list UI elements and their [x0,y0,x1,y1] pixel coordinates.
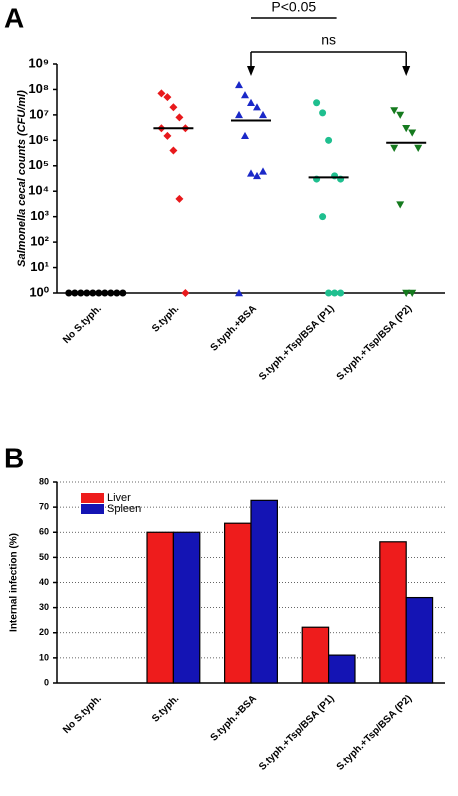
dot [169,146,178,155]
arrow-head [402,66,411,76]
dot [259,167,267,175]
x-tick-label: S.typh.+Tsp/BSA (P2) [335,303,414,382]
dot [71,289,79,297]
x-tick-label: S.typh.+Tsp/BSA (P1) [257,693,336,772]
x-tick-label: S.typh.+Tsp/BSA (P1) [257,303,336,382]
annotation: P<0.05 [271,0,316,15]
y-tick-label: 0 [44,677,49,687]
dot [247,98,255,106]
dot [319,109,327,117]
bar [146,531,175,684]
dot [414,144,423,152]
y-tick-label: 80 [39,476,49,486]
dot [163,131,172,140]
y-tick-label: 10³ [30,208,49,223]
x-tick-label: S.typh. [150,303,182,335]
dot [396,111,405,119]
panel-label: B [4,442,24,473]
legend-swatch [81,504,104,514]
y-axis-title: Internal infection (%) [9,533,20,632]
dot [113,289,121,297]
y-tick-label: 10 [39,652,49,662]
legend-label: Spleen [107,503,141,515]
y-tick-label: 10⁵ [28,157,49,172]
bar [172,531,201,684]
dot [157,89,166,98]
dot [175,194,184,203]
dot [390,144,399,152]
x-tick-label: S.typh.+Tsp/BSA (P2) [335,693,414,772]
dot [241,131,249,140]
y-tick-label: 10⁰ [29,284,49,299]
annotation: ns [321,32,336,48]
dot [325,136,333,144]
x-tick-label: No S.typh. [61,303,104,346]
dot [396,201,405,209]
y-tick-label: 10² [30,234,49,249]
y-tick-label: 70 [39,502,49,512]
bar [328,654,356,684]
dot [235,110,243,119]
dot [402,124,411,133]
dot [331,289,339,297]
y-tick-label: 10⁶ [29,132,49,147]
bar [379,541,407,684]
dot [169,103,178,112]
y-tick-label: 10⁴ [28,183,49,198]
y-tick-label: 20 [39,627,49,637]
panel-label: A [4,2,24,33]
bar [250,499,278,684]
dot [390,107,399,115]
dot [313,99,321,107]
legend-swatch [81,493,104,503]
y-tick-label: 60 [39,527,49,537]
x-tick-label: S.typh.+BSA [209,303,259,353]
y-tick-label: 10¹ [30,259,49,274]
dot [119,289,127,297]
legend-label: Liver [107,492,131,504]
dot [325,289,333,297]
dot [259,110,267,119]
x-tick-label: No S.typh. [61,693,104,736]
bar [224,522,252,684]
dot [253,103,261,111]
dot [181,289,190,297]
y-tick-label: 10⁸ [28,81,49,96]
dot [319,213,327,221]
dot [247,169,255,177]
y-tick-label: 10⁷ [29,106,49,121]
dot [175,113,184,122]
y-tick-label: 50 [39,552,49,562]
dot [163,93,172,102]
arrow-head [247,66,255,76]
y-axis-title: Salmonella cecal counts (CFU/ml) [16,90,28,267]
dot [235,289,243,297]
dot [402,289,411,297]
dot [241,91,249,99]
y-tick-label: 30 [39,602,49,612]
bar [301,626,330,684]
x-tick-label: S.typh. [150,693,182,725]
bar [405,596,434,684]
dot [337,289,345,297]
y-tick-label: 40 [39,577,49,587]
dot [253,171,261,180]
dot [235,80,243,89]
dot [65,289,73,297]
x-tick-label: S.typh.+BSA [209,693,259,743]
y-tick-label: 10⁹ [28,55,49,70]
dot [408,129,417,137]
dot [408,289,417,297]
